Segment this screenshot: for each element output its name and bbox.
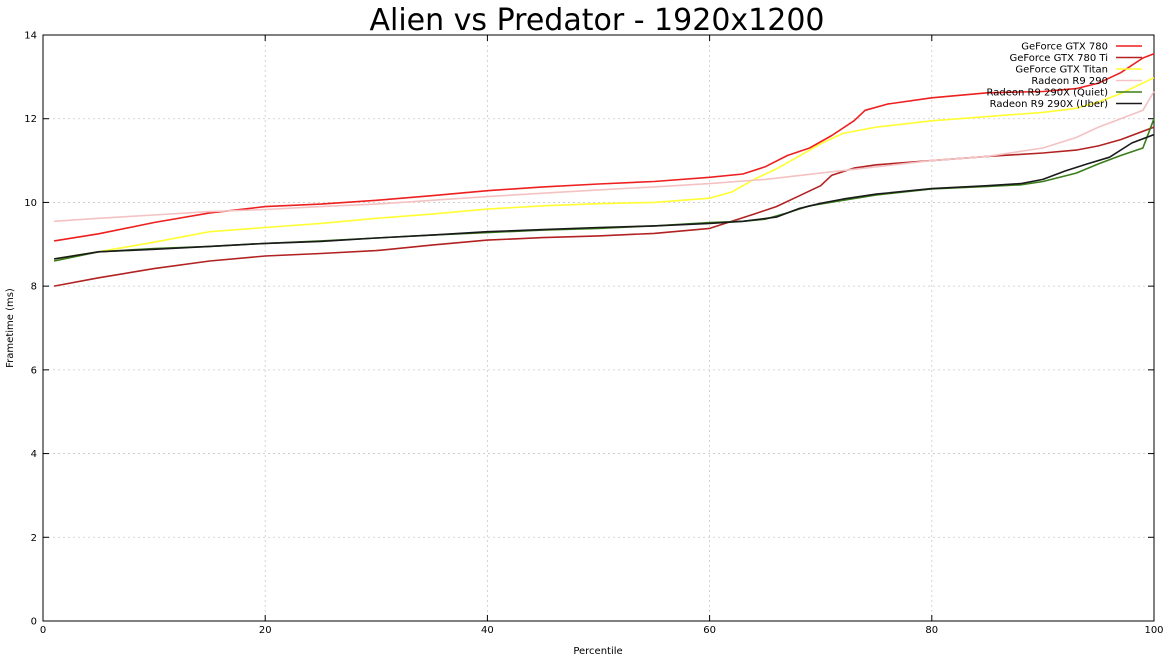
x-tick-label: 80	[925, 625, 938, 636]
grid	[43, 35, 1154, 621]
legend-label-2: GeForce GTX Titan	[1015, 65, 1108, 76]
x-tick-label: 0	[40, 625, 46, 636]
plot-frame	[42, 34, 1155, 622]
y-axis-label: Frametime (ms)	[5, 288, 16, 368]
y-tick-label: 0	[31, 617, 37, 628]
series-lines	[53, 53, 1155, 287]
series-line-5	[53, 133, 1155, 260]
legend-label-0: GeForce GTX 780	[1021, 42, 1108, 53]
legend-label-1: GeForce GTX 780 Ti	[1009, 53, 1108, 64]
y-tick-label: 2	[31, 533, 37, 544]
x-axis-label: Percentile	[573, 646, 622, 657]
x-tick-label: 60	[703, 625, 716, 636]
y-tick-label: 10	[24, 198, 37, 209]
x-tick-label: 100	[1144, 625, 1163, 636]
x-tick-label: 40	[481, 625, 494, 636]
legend-label-5: Radeon R9 290X (Uber)	[990, 99, 1108, 110]
legend-label-3: Radeon R9 290	[1031, 76, 1108, 87]
series-line-3	[54, 91, 1155, 223]
legend-label-4: Radeon R9 290X (Quiet)	[987, 88, 1109, 99]
y-tick-label: 6	[31, 365, 37, 376]
axis-ticks: 0 20 40 60 80 100 0 2 4 6 8 10 12 14	[24, 31, 1163, 637]
y-tick-label: 4	[31, 449, 37, 460]
chart-title: Alien vs Predator - 1920x1200	[369, 3, 824, 38]
y-tick-label: 8	[31, 282, 37, 293]
y-tick-label: 14	[24, 31, 37, 42]
y-tick-label: 12	[24, 114, 37, 125]
series-line-2	[53, 76, 1155, 260]
series-line-1	[53, 126, 1155, 287]
x-tick-label: 20	[259, 625, 272, 636]
series-line-0	[53, 53, 1155, 242]
